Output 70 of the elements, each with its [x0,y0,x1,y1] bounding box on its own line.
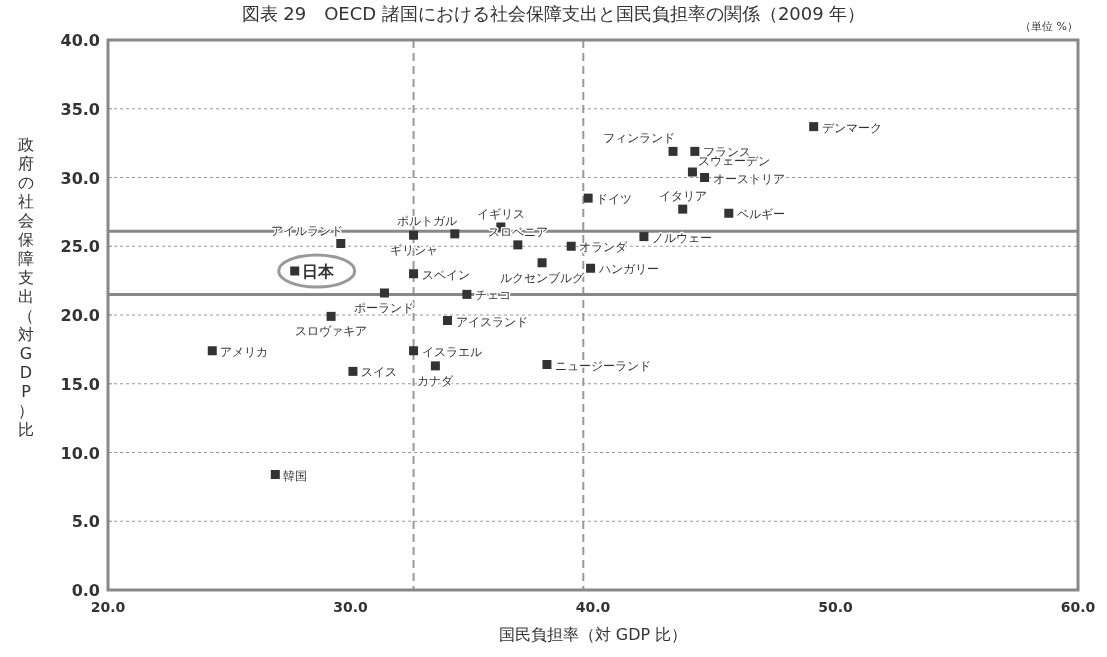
annotation: ハンガリー [597,262,659,277]
annotation: デンマーク [821,120,882,135]
point [409,269,419,279]
point [639,232,649,242]
x-tick-label: 60.0 [1060,599,1096,615]
annotation: 韓国 [283,468,308,483]
point [336,239,346,248]
annotation: イギリス [476,207,525,221]
y-tick-label: 0.0 [71,581,100,600]
annotation: ノルウェー [651,230,712,245]
point [809,122,819,132]
point [687,167,697,177]
point [207,346,217,356]
point [513,240,523,250]
annotation: ニュージーランド [554,358,651,373]
point [700,173,710,182]
annotation: ギリシャ [389,243,438,258]
annotation: オランダ [579,240,629,255]
annotation: スイス [360,365,397,380]
point [586,263,596,273]
x-axis-title: 国民負担率（対 GDP 比） [498,625,688,644]
point [724,208,734,218]
point [566,241,576,251]
point [430,361,440,371]
y-tick-label: 5.0 [71,512,100,532]
point [542,360,552,369]
annotation: 日本 [301,262,335,281]
y-tick-label: 25.0 [60,237,100,257]
point [668,146,678,156]
annotation: スペイン [421,267,470,282]
y-tick-label: 35.0 [60,99,100,119]
annotation: ルクセンブルグ [500,270,586,285]
y-tick-label: 10.0 [60,443,100,463]
text: （単位 %） [1020,20,1078,33]
annotation: イタリア [658,189,707,204]
title: 図表 29 OECD 諸国における社会保障支出と国民負担率の関係（2009 年） [241,3,866,24]
point [537,258,547,268]
point [290,266,300,276]
annotation: イスラエル [421,344,482,359]
point [462,289,472,299]
annotation: オーストリア [712,171,785,186]
annotation: ベルギー [736,207,785,222]
point [326,311,336,321]
point [450,229,460,239]
point [678,204,688,214]
annotation: アイスランド [455,314,528,329]
point [409,230,419,240]
text: 政府の社会保障支出（対GDP）比 [18,135,34,439]
y-tick-label: 20.0 [60,306,100,325]
annotation: ポーランド [354,301,415,315]
point [348,366,358,376]
x-tick-label: 50.0 [818,599,854,615]
x-tick-label: 40.0 [575,599,611,615]
annotation: スロヴァキア [295,324,368,339]
point [443,316,452,325]
y-tick-label: 15.0 [60,374,100,394]
point [379,288,389,298]
point [583,193,593,203]
annotation: ドイツ [596,192,633,207]
y-tick-label: 40.0 [60,31,100,50]
y-tick-label: 30.0 [60,168,100,188]
annotation: ポルトガル [396,213,457,228]
annotation: アメリカ [220,344,269,359]
point [690,146,700,156]
point [270,470,280,479]
annotation: フィンランド [603,131,676,146]
annotation: カナダ [417,373,455,388]
x-tick-label: 20.0 [90,599,126,615]
point [409,346,419,356]
x-tick-label: 30.0 [333,599,369,615]
